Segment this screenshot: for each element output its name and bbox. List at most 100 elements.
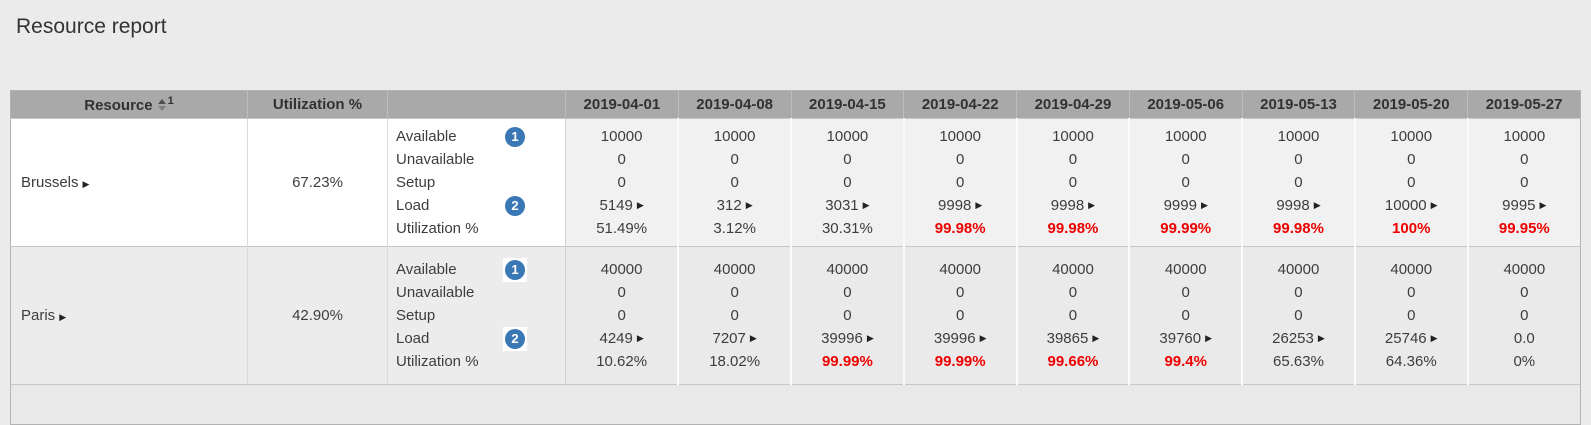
- unavailable-line: 0: [792, 281, 903, 304]
- setup-line: 0: [1018, 171, 1129, 194]
- column-header-date: 2019-05-13: [1242, 90, 1356, 119]
- date-value-cell: 10000 0 0 9999 ▶ 99.99%: [1128, 118, 1243, 247]
- drill-down-arrow-icon: ▶: [862, 200, 870, 210]
- setup-value: 0: [1520, 174, 1529, 191]
- utilization-header-label: Utilization %: [272, 96, 363, 113]
- load-value[interactable]: 39996 ▶: [821, 327, 874, 350]
- resource-link[interactable]: Brussels ▶: [21, 174, 89, 191]
- utilization-pct-value: 99.4%: [1164, 353, 1207, 370]
- load-number: 9995: [1502, 197, 1536, 214]
- load-line: 9995 ▶: [1469, 194, 1580, 217]
- metric-label: Unavailable: [396, 284, 475, 301]
- utilization-pct-line: 99.95%: [1469, 217, 1580, 240]
- unavailable-line: 0: [905, 281, 1016, 304]
- load-value[interactable]: 9998 ▶: [1051, 194, 1095, 217]
- date-values-stack: 10000 0 0 3031 ▶ 30.31%: [792, 119, 903, 246]
- date-values-stack: 40000 0 0 7207 ▶ 18.02%: [679, 247, 790, 384]
- setup-line: 0: [1243, 304, 1354, 327]
- unavailable-value: 0: [1520, 151, 1529, 168]
- utilization-pct-line: 99.99%: [905, 350, 1016, 373]
- utilization-pct-value: 99.99%: [821, 353, 873, 370]
- drill-down-arrow-icon: ▶: [866, 333, 874, 343]
- setup-value: 0: [730, 174, 739, 191]
- available-value: 10000: [1390, 128, 1433, 145]
- load-value[interactable]: 7207 ▶: [713, 327, 757, 350]
- utilization-pct-value: 99.98%: [1047, 220, 1099, 237]
- load-value[interactable]: 9999 ▶: [1164, 194, 1208, 217]
- available-line: 40000: [1243, 258, 1354, 281]
- available-line: 40000: [1469, 258, 1580, 281]
- drill-down-arrow-icon: ▶: [1430, 333, 1438, 343]
- info-badge-number: 2: [505, 195, 525, 216]
- table-body: Brussels ▶ 67.23% Available 1 Unavailable Setu…: [10, 118, 1581, 425]
- info-badge-2: 2: [503, 326, 527, 351]
- date-value-cell: 10000 0 0 10000 ▶ 100%: [1353, 118, 1468, 247]
- metric-label-line: Available 1: [388, 124, 565, 149]
- utilization-pct-value: 99.98%: [934, 220, 986, 237]
- unavailable-line: 0: [905, 148, 1016, 171]
- column-header-date: 2019-04-22: [903, 90, 1018, 119]
- load-value[interactable]: 312 ▶: [717, 194, 753, 217]
- expand-arrow-icon: ▶: [82, 179, 90, 189]
- date-values-stack: 40000 0 0 39996 ▶ 99.99%: [905, 247, 1016, 384]
- available-value: 10000: [1503, 128, 1546, 145]
- column-header-utilization: Utilization %: [247, 90, 388, 119]
- load-line: 4249 ▶: [566, 327, 677, 350]
- resource-cell: Brussels ▶: [10, 118, 248, 247]
- load-number: 39996: [821, 330, 863, 347]
- metric-label: Setup: [396, 307, 436, 324]
- utilization-pct-value: 99.98%: [1273, 220, 1324, 237]
- resource-link[interactable]: Paris ▶: [21, 307, 66, 324]
- drill-down-arrow-icon: ▶: [1092, 333, 1100, 343]
- setup-line: 0: [792, 304, 903, 327]
- date-values-stack: 40000 0 0 39996 ▶ 99.99%: [792, 247, 903, 384]
- drill-down-arrow-icon: ▶: [975, 200, 983, 210]
- load-line: 312 ▶: [679, 194, 790, 217]
- date-value-cell: 10000 0 0 3031 ▶ 30.31%: [790, 118, 904, 247]
- load-value[interactable]: 39865 ▶: [1047, 327, 1100, 350]
- available-value: 10000: [826, 128, 869, 145]
- load-value[interactable]: 9995 ▶: [1502, 194, 1546, 217]
- unavailable-value: 0: [1294, 151, 1303, 168]
- metric-labels-stack: Available 1 Unavailable Setup Load 2 Utilizati…: [388, 247, 565, 384]
- unavailable-line: 0: [566, 281, 677, 304]
- info-badge-2: 2: [503, 193, 527, 218]
- load-number: 4249: [599, 330, 633, 347]
- resource-row: Brussels ▶ 67.23% Available 1 Unavailable Setu…: [10, 118, 1581, 247]
- available-line: 40000: [905, 258, 1016, 281]
- load-line: 39865 ▶: [1018, 327, 1129, 350]
- available-value: 10000: [713, 128, 756, 145]
- date-values-stack: 10000 0 0 9998 ▶ 99.98%: [905, 119, 1016, 246]
- unavailable-line: 0: [1243, 281, 1354, 304]
- load-value[interactable]: 39996 ▶: [934, 327, 987, 350]
- info-badge-1: 1: [503, 257, 527, 282]
- load-value[interactable]: 39760 ▶: [1159, 327, 1212, 350]
- utilization-pct-value: 30.31%: [821, 220, 873, 237]
- drill-down-arrow-icon: ▶: [1205, 333, 1213, 343]
- date-values-stack: 10000 0 0 312 ▶ 3.12%: [679, 119, 790, 246]
- info-badge-number: 1: [505, 126, 525, 147]
- load-value[interactable]: 9998 ▶: [938, 194, 982, 217]
- load-value[interactable]: 4249 ▶: [599, 327, 643, 350]
- utilization-pct-value: 99.99%: [1160, 220, 1212, 237]
- unavailable-line: 0: [679, 281, 790, 304]
- available-line: 10000: [1469, 125, 1580, 148]
- load-value[interactable]: 3031 ▶: [825, 194, 869, 217]
- unavailable-line: 0: [1356, 148, 1467, 171]
- date-values-stack: 10000 0 0 9995 ▶ 99.95%: [1469, 119, 1580, 246]
- load-value[interactable]: 9998 ▶: [1276, 194, 1320, 217]
- metric-label: Available: [396, 261, 457, 278]
- load-value[interactable]: 25746 ▶: [1385, 327, 1438, 350]
- load-value[interactable]: 10000 ▶: [1385, 194, 1438, 217]
- column-header-resource[interactable]: Resource 1: [10, 90, 248, 119]
- load-line: 7207 ▶: [679, 327, 790, 350]
- utilization-pct-value: 99.99%: [934, 353, 986, 370]
- drill-down-arrow-icon: ▶: [1539, 200, 1547, 210]
- metric-label-line: Load 2: [388, 193, 565, 218]
- load-value[interactable]: 26253 ▶: [1272, 327, 1325, 350]
- date-values-stack: 40000 0 0 0.0 0%: [1469, 247, 1580, 384]
- available-value: 40000: [939, 261, 982, 278]
- resource-name: Paris: [21, 307, 56, 324]
- available-value: 40000: [1390, 261, 1433, 278]
- load-value[interactable]: 5149 ▶: [599, 194, 643, 217]
